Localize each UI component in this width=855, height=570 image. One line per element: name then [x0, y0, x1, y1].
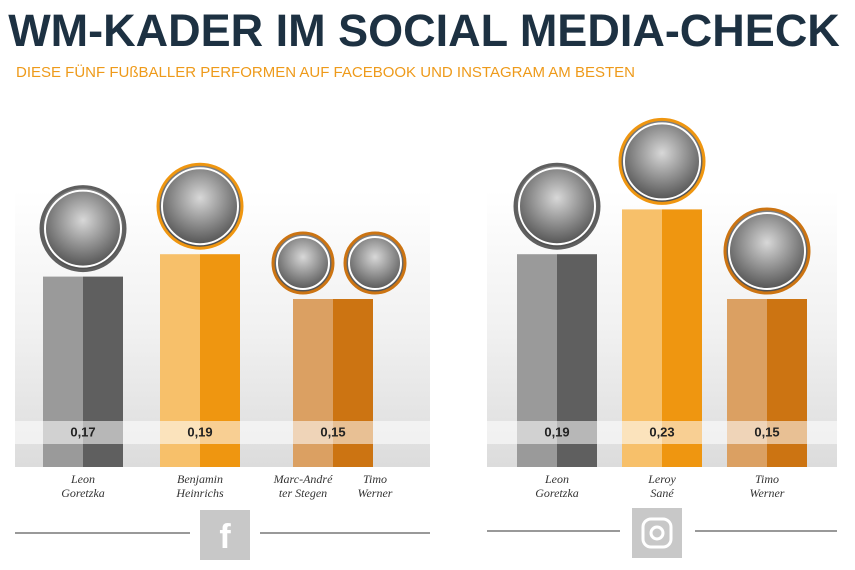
- player-photo: [156, 162, 244, 250]
- value-label: 0,15: [320, 424, 345, 439]
- player-name: Timo Werner: [358, 472, 393, 500]
- value-label: 0,19: [544, 424, 569, 439]
- player-name: Leon Goretzka: [535, 472, 579, 500]
- player-photo: [39, 185, 127, 273]
- instagram-glyph: [641, 517, 673, 549]
- subtitle: DIESE FÜNF FUßBALLER PERFORMEN AUF FACEB…: [16, 63, 635, 81]
- player-name: Timo Werner: [750, 472, 785, 500]
- photo-ring: [728, 212, 806, 290]
- value-label: 0,15: [754, 424, 779, 439]
- photo-ring: [518, 167, 596, 246]
- photo-ring: [348, 236, 402, 290]
- facebook-icon: [200, 510, 250, 560]
- player-photo: [513, 162, 601, 250]
- player-photo: [723, 207, 811, 295]
- label-strip: [487, 421, 837, 444]
- player-name: Benjamin Heinrichs: [175, 472, 224, 500]
- value-label: 0,17: [70, 424, 95, 439]
- value-label: 0,23: [649, 424, 674, 439]
- facebook-glyph: f: [219, 518, 231, 556]
- value-label: 0,19: [187, 424, 212, 439]
- player-photo: [271, 231, 335, 295]
- title: WM-KADER IM SOCIAL MEDIA-CHECK: [8, 5, 840, 56]
- instagram-glyph: [649, 525, 665, 541]
- instagram-icon: [632, 508, 682, 558]
- label-strip: [15, 421, 430, 444]
- player-name: Leon Goretzka: [61, 472, 105, 500]
- player-name: Marc-André ter Stegen: [273, 472, 334, 500]
- photo-ring: [276, 236, 330, 290]
- photo-ring: [623, 122, 701, 201]
- player-name: Leroy Sané: [647, 472, 676, 500]
- photo-ring: [161, 167, 239, 246]
- player-photo: [618, 117, 706, 205]
- player-photo: [343, 231, 407, 295]
- photo-ring: [44, 189, 122, 268]
